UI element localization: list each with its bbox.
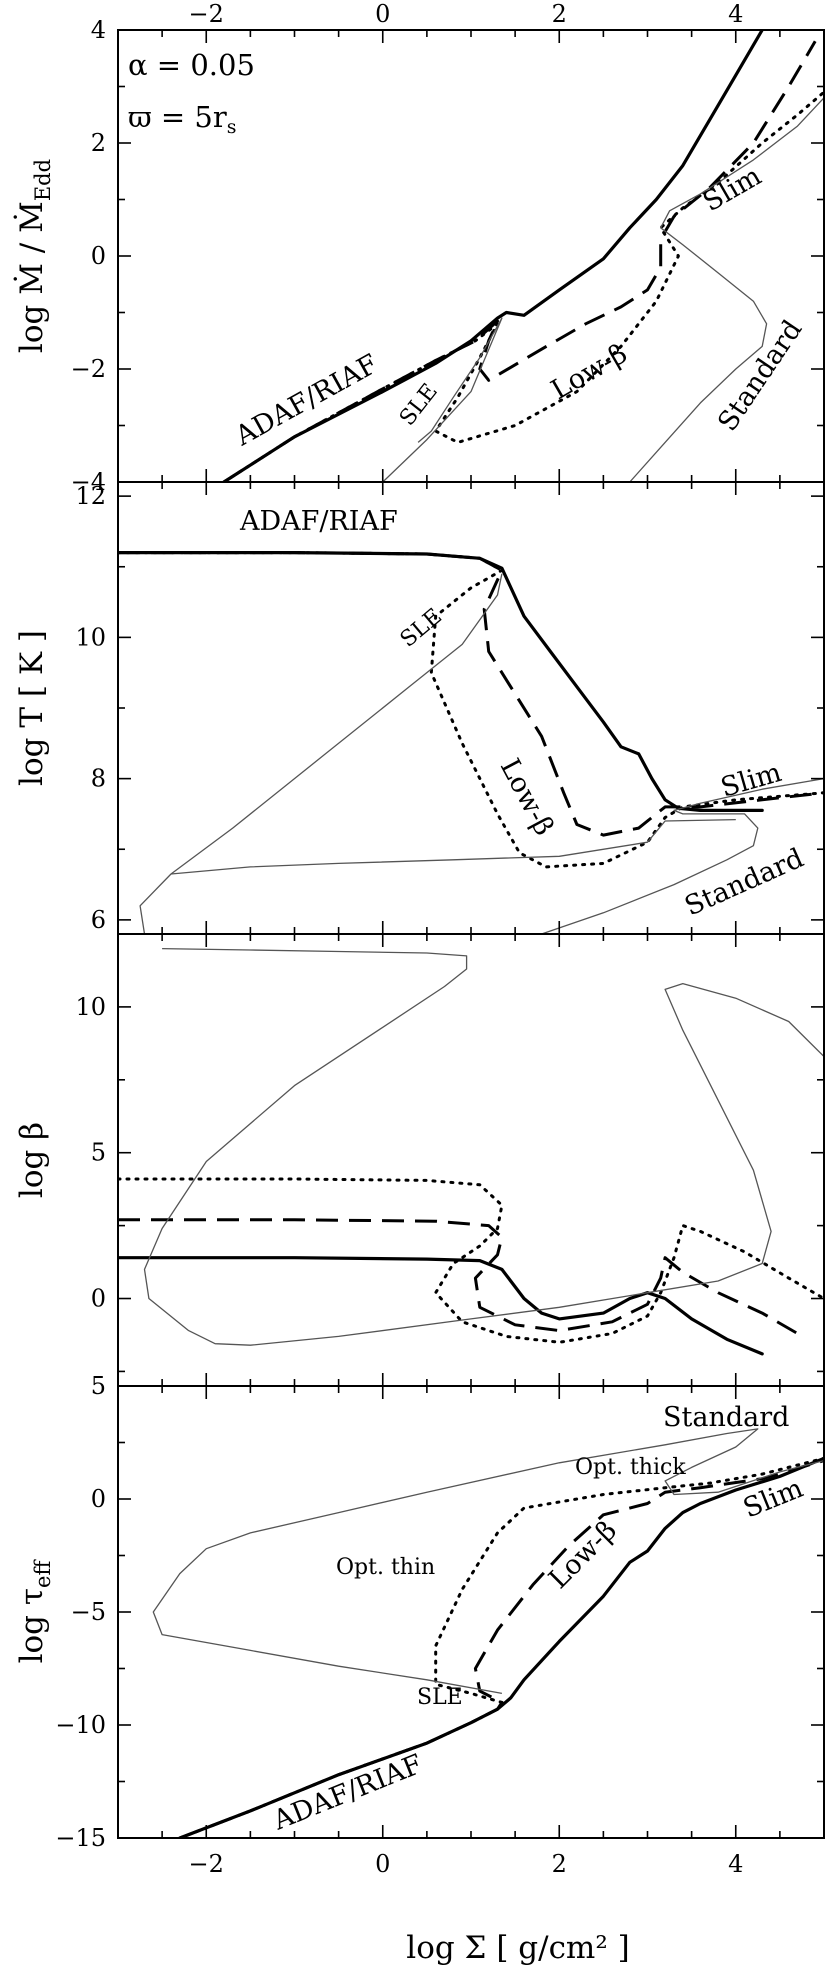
y-axis-label-temp: log T [ K ] (14, 630, 50, 786)
param-varpi: ϖ = 5rs (128, 100, 236, 138)
label-standard-tau: Standard (663, 1402, 789, 1433)
y-tick-label: 6 (91, 906, 106, 934)
series-group (118, 551, 824, 934)
x-tick-label-bottom: 2 (552, 1850, 567, 1878)
series-tau-1-dashed (179, 1459, 824, 1838)
x-tick-label-top: −2 (189, 0, 224, 28)
series-group (152, 1428, 824, 1838)
y-tick-label: 5 (91, 1372, 106, 1400)
label-slim-tau: Slim (739, 1473, 808, 1525)
series-mdot-0-solid (222, 30, 764, 482)
x-tick-label-top: 4 (728, 0, 743, 28)
label-lowbeta-temp: Low-β (494, 754, 560, 841)
y-tick-label: −5 (71, 1598, 106, 1626)
series-temp-5-thin (541, 777, 824, 934)
y-axis-label-beta: log β (14, 1122, 50, 1198)
x-tick-label-top: 2 (552, 0, 567, 28)
label-lowbeta-mdot: Low-β (546, 338, 633, 406)
frame-tau (117, 1385, 825, 1839)
series-mdot-4-thin (629, 97, 824, 482)
series-mdot-2-dotted (222, 90, 824, 482)
label-slim-temp: Slim (717, 757, 785, 804)
label-standard-mdot: Standard (712, 315, 808, 437)
label-sle-temp: SLE (396, 604, 447, 653)
panel-tau: −15 −10 −5 0 5 −2 0 2 4 log τeff (14, 1372, 825, 1878)
y-tick-label: 10 (75, 623, 106, 651)
y-tick-label: 2 (91, 129, 106, 157)
param-alpha: α = 0.05 (128, 48, 255, 82)
y-axis-label-tau: log τeff (14, 1559, 55, 1664)
y-tick-label: 0 (91, 242, 106, 270)
series-group (118, 947, 824, 1356)
x-tick-label-top: 0 (375, 0, 390, 28)
x-axis-label: log Σ [ g/cm² ] (406, 1930, 629, 1965)
panel-temp: 6 8 10 12 log T [ K ] (14, 481, 825, 935)
label-optthin-tau: Opt. thin (336, 1555, 435, 1580)
y-tick-label: 8 (91, 765, 106, 793)
label-lowbeta-tau: Low-β (543, 1515, 623, 1595)
y-tick-label: 0 (91, 1485, 106, 1513)
y-tick-label: −10 (55, 1711, 106, 1739)
x-tick-label-bottom: 4 (728, 1850, 743, 1878)
series-mdot-3-thin (382, 317, 503, 482)
series-temp-0-solid (118, 551, 764, 812)
series-temp-2-dotted (118, 551, 824, 869)
series-beta-1-dashed (118, 1218, 799, 1335)
frame-temp (117, 481, 825, 935)
y-tick-label: −4 (71, 468, 106, 496)
y-tick-label: 10 (75, 993, 106, 1021)
label-sle-tau: SLE (417, 1685, 463, 1710)
label-adaf-mdot: ADAF/RIAF (229, 349, 383, 453)
annotations: α = 0.05 ϖ = 5rs ADAF/RIAF SLE Low-β Sli… (128, 48, 808, 1965)
label-optthick-tau: Opt. thick (575, 1455, 686, 1480)
series-tau-2-dotted (178, 1456, 824, 1838)
y-tick-label: 0 (91, 1285, 106, 1313)
label-sle-mdot: SLE (395, 379, 443, 430)
label-standard-temp: Standard (680, 843, 808, 923)
label-adaf-temp: ADAF/RIAF (239, 506, 398, 537)
panel-beta: 0 5 10 log β (14, 933, 825, 1387)
series-beta-0-solid (118, 1256, 764, 1356)
x-tick-label-bottom: 0 (375, 1850, 390, 1878)
y-tick-label: 5 (91, 1139, 106, 1167)
y-tick-label: −15 (55, 1824, 106, 1852)
series-temp-1-dashed (118, 551, 824, 837)
series-group (222, 30, 824, 482)
series-beta-2-dotted (118, 1177, 824, 1344)
x-tick-label-bottom: −2 (189, 1850, 224, 1878)
series-tau-0-solid (178, 1456, 824, 1838)
series-beta-3-thin (143, 947, 824, 1346)
y-tick-label: 12 (75, 482, 106, 510)
panels-group: −4 −2 0 2 4 −2 0 2 4 log Ṁ / ṀEdd 6 8 10 12 log T [ K … (12, 0, 825, 1878)
y-tick-label: −2 (71, 355, 106, 383)
frame-beta (117, 933, 825, 1387)
y-tick-label: 4 (91, 16, 106, 44)
series-temp-3-thin (139, 573, 503, 934)
series-temp-4-thin (170, 818, 736, 875)
series-tau-3-thin (152, 1428, 824, 1695)
y-axis-label-mdot: log Ṁ / ṀEdd (12, 159, 55, 353)
